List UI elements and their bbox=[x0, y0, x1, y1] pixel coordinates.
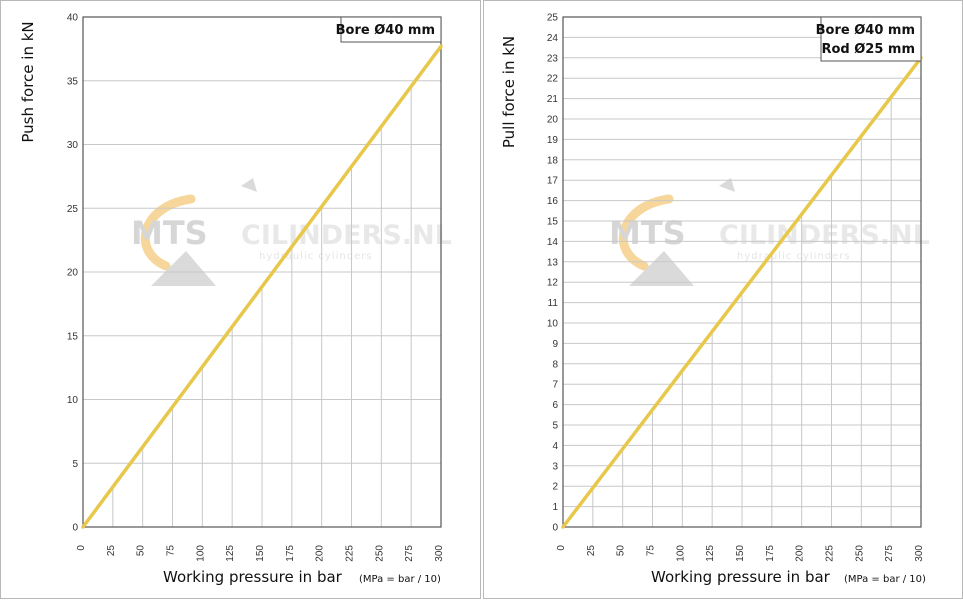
watermark-tagline: hydraulic cylinders bbox=[259, 251, 373, 262]
x-tick-label: 75 bbox=[646, 545, 657, 557]
x-tick-label: 250 bbox=[374, 545, 385, 562]
x-tick-label: 300 bbox=[434, 545, 445, 562]
y-tick-label: 18 bbox=[547, 155, 559, 166]
x-axis-title: Working pressure in bar bbox=[651, 568, 831, 586]
x-tick-label: 0 bbox=[76, 545, 87, 551]
y-tick-label: 12 bbox=[547, 278, 559, 289]
x-axis-note: (MPa = bar / 10) bbox=[359, 574, 441, 585]
y-tick-label: 21 bbox=[547, 94, 559, 105]
y-axis-title: Pull force in kN bbox=[500, 36, 518, 148]
y-tick-label: 7 bbox=[552, 380, 558, 391]
y-tick-label: 23 bbox=[547, 53, 559, 64]
y-tick-label: 15 bbox=[67, 331, 79, 342]
legend-entry: Rod Ø25 mm bbox=[821, 42, 915, 57]
x-tick-label: 50 bbox=[616, 545, 627, 557]
y-tick-label: 25 bbox=[67, 204, 79, 215]
x-tick-label: 150 bbox=[255, 545, 266, 562]
y-tick-label: 3 bbox=[552, 461, 558, 472]
y-tick-label: 30 bbox=[67, 140, 79, 151]
y-axis-title: Push force in kN bbox=[19, 21, 37, 142]
plot-frame bbox=[562, 16, 922, 528]
y-tick-label: 22 bbox=[547, 74, 559, 85]
y-tick-label: 20 bbox=[547, 115, 559, 126]
y-tick-label: 14 bbox=[547, 237, 559, 248]
y-tick-label: 0 bbox=[552, 523, 558, 534]
y-tick-label: 2 bbox=[552, 482, 558, 493]
y-tick-label: 24 bbox=[547, 33, 559, 44]
x-tick-label: 175 bbox=[285, 545, 296, 562]
legend-entry: Bore Ø40 mm bbox=[336, 23, 435, 38]
x-tick-label: 125 bbox=[225, 545, 236, 562]
x-tick-label: 50 bbox=[136, 545, 147, 557]
watermark-arrow-icon bbox=[719, 178, 735, 192]
pull-force-panel: MTS CILINDERS.NL hydraulic cylinders 0 1 2 3 4 5… bbox=[483, 0, 963, 599]
watermark-triangle-icon bbox=[629, 251, 694, 286]
y-tick-label: 11 bbox=[548, 298, 559, 309]
y-tick-label: 15 bbox=[547, 217, 559, 228]
plot-frame bbox=[82, 16, 442, 528]
watermark-swoosh-icon bbox=[140, 194, 196, 271]
y-tick-label: 6 bbox=[552, 400, 558, 411]
y-tick-label: 17 bbox=[547, 176, 559, 187]
series-line bbox=[81, 44, 443, 529]
watermark-tagline: hydraulic cylinders bbox=[737, 251, 851, 262]
x-tick-label: 275 bbox=[404, 545, 415, 562]
y-tick-label: 1 bbox=[552, 502, 558, 513]
watermark-brand-left: MTS bbox=[131, 214, 208, 252]
legend-box bbox=[820, 16, 922, 62]
x-tick-label: 225 bbox=[825, 545, 836, 562]
y-tick-label: 8 bbox=[552, 359, 558, 370]
y-tick-label: 35 bbox=[67, 76, 79, 87]
watermark-brand-left: MTS bbox=[609, 214, 686, 252]
x-tick-label: 75 bbox=[166, 545, 177, 557]
series-line bbox=[561, 56, 923, 529]
y-tick-label: 10 bbox=[67, 395, 79, 406]
y-tick-label: 19 bbox=[547, 135, 559, 146]
legend-entry: Bore Ø40 mm bbox=[816, 23, 915, 38]
push-force-panel: MTS CILINDERS.NL hydraulic cylinders 0 5 10 15… bbox=[0, 0, 481, 599]
x-tick-label: 275 bbox=[884, 545, 895, 562]
x-tick-label: 0 bbox=[556, 545, 567, 551]
y-tick-label: 0 bbox=[72, 523, 78, 534]
watermark-brand-right: CILINDERS.NL bbox=[719, 220, 930, 251]
y-tick-label: 4 bbox=[552, 441, 558, 452]
x-axis-note: (MPa = bar / 10) bbox=[844, 574, 926, 585]
x-tick-label: 250 bbox=[854, 545, 865, 562]
x-tick-label: 300 bbox=[914, 545, 925, 562]
y-tick-label: 20 bbox=[67, 268, 79, 279]
x-tick-label: 200 bbox=[315, 545, 326, 562]
x-tick-label: 225 bbox=[345, 545, 356, 562]
x-tick-label: 25 bbox=[106, 545, 117, 557]
x-axis-title: Working pressure in bar bbox=[163, 568, 343, 586]
watermark-swoosh-icon bbox=[618, 194, 674, 271]
x-tick-label: 100 bbox=[675, 545, 686, 562]
y-tick-label: 5 bbox=[552, 421, 558, 432]
y-tick-label: 5 bbox=[72, 459, 78, 470]
watermark-brand-right: CILINDERS.NL bbox=[241, 220, 452, 251]
x-tick-label: 150 bbox=[735, 545, 746, 562]
x-tick-label: 175 bbox=[765, 545, 776, 562]
x-tick-label: 125 bbox=[705, 545, 716, 562]
legend-box bbox=[340, 16, 442, 43]
watermark-triangle-icon bbox=[151, 251, 216, 286]
x-tick-label: 25 bbox=[586, 545, 597, 557]
y-tick-label: 10 bbox=[547, 319, 559, 330]
x-tick-label: 100 bbox=[195, 545, 206, 562]
y-tick-label: 25 bbox=[547, 13, 559, 24]
y-tick-label: 16 bbox=[547, 196, 559, 207]
y-tick-label: 40 bbox=[67, 13, 79, 24]
x-tick-label: 200 bbox=[795, 545, 806, 562]
watermark-arrow-icon bbox=[241, 178, 257, 192]
y-tick-label: 9 bbox=[552, 339, 558, 350]
y-tick-label: 13 bbox=[547, 257, 559, 268]
